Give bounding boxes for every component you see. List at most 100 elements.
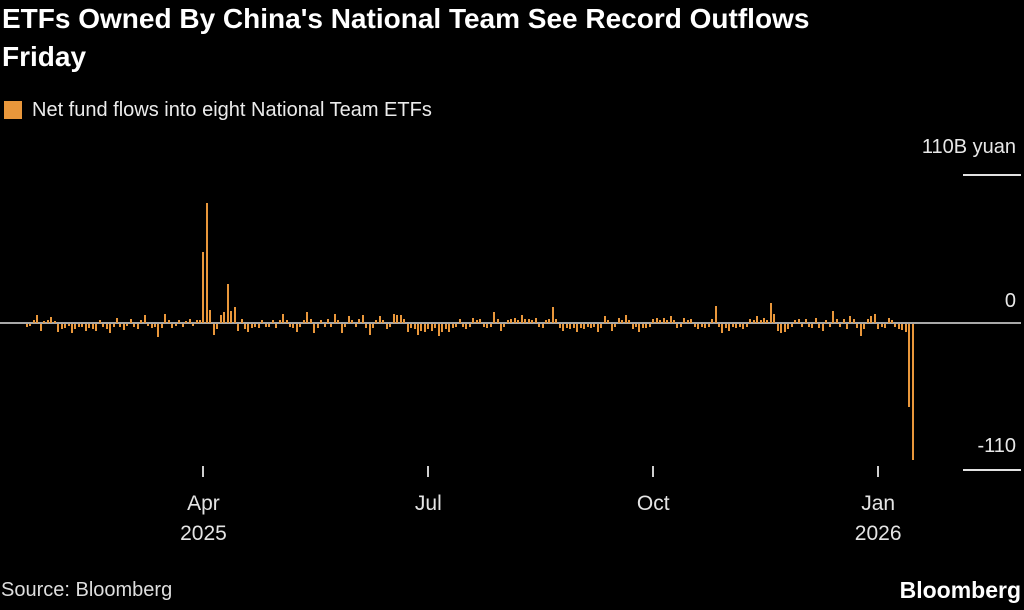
bar (859, 324, 862, 337)
bar (448, 324, 451, 333)
bar (541, 324, 544, 329)
bar (233, 306, 236, 323)
bar (468, 324, 471, 327)
bar (638, 324, 641, 333)
bar (60, 324, 63, 330)
bar (538, 324, 541, 327)
bar (745, 324, 748, 327)
bar (697, 324, 700, 330)
bar (545, 320, 547, 323)
bar (721, 324, 724, 334)
bar (486, 324, 489, 329)
bar (762, 317, 765, 323)
bar (351, 320, 354, 323)
bar (275, 324, 278, 329)
legend-swatch-icon (4, 101, 22, 119)
bar (392, 313, 395, 323)
bar (558, 324, 561, 329)
x-axis-year-label: 2026 (854, 522, 902, 545)
bar (849, 316, 852, 323)
bar (839, 324, 842, 327)
bar (109, 324, 112, 333)
bar (659, 320, 662, 323)
bar (365, 324, 368, 329)
bar (430, 324, 433, 331)
bar (569, 324, 572, 330)
bar (316, 324, 319, 329)
bar (711, 318, 714, 323)
bar (472, 317, 475, 323)
bar (122, 324, 125, 331)
bar (171, 324, 174, 329)
bar (738, 324, 741, 327)
bloomberg-logo: Bloomberg (899, 577, 1021, 603)
x-axis-year-label: 2025 (180, 522, 227, 545)
bar (271, 320, 274, 323)
bar (866, 318, 869, 323)
bar (160, 324, 163, 329)
bar (320, 320, 323, 323)
bar (503, 324, 506, 327)
bar (500, 324, 503, 331)
bar (475, 320, 478, 323)
bar (295, 324, 298, 333)
bar (686, 320, 689, 323)
bar (347, 316, 350, 323)
y-tick-line-bottom (963, 469, 1021, 471)
chart-title: ETFs Owned By China's National Team See … (2, 3, 810, 72)
bar (358, 318, 361, 323)
bar (174, 324, 177, 327)
bar (797, 318, 800, 323)
bar (735, 324, 738, 329)
bar (773, 313, 776, 323)
bar (794, 320, 797, 323)
bar (147, 324, 150, 327)
x-axis-label: Apr (187, 492, 220, 515)
bar (548, 318, 551, 323)
bar (410, 324, 413, 329)
bar (205, 203, 208, 323)
bar (832, 310, 835, 323)
bar (423, 324, 426, 333)
bar (396, 314, 399, 323)
bar (98, 319, 101, 323)
bar (133, 324, 136, 327)
bar (455, 324, 458, 327)
x-tick-mark (877, 466, 880, 477)
bar (666, 320, 669, 323)
bar (894, 324, 897, 328)
bar (752, 320, 755, 323)
bar (330, 324, 333, 328)
bar (413, 324, 416, 330)
bar (679, 324, 682, 327)
bar (43, 320, 46, 323)
bar (821, 324, 824, 331)
bar (603, 316, 606, 323)
bar (340, 324, 343, 334)
bar (254, 324, 257, 327)
bar (199, 320, 201, 323)
bar (247, 324, 250, 333)
bar (126, 324, 129, 327)
bar (74, 324, 77, 329)
bar (634, 324, 637, 327)
source-credit: Source: Bloomberg (1, 579, 173, 601)
bar (583, 324, 586, 330)
bar (219, 314, 222, 323)
bar (185, 320, 188, 323)
bar (354, 324, 357, 327)
bar (150, 324, 153, 329)
bar (801, 324, 804, 327)
bar (662, 317, 665, 323)
bar (278, 319, 281, 323)
y-axis-label-top: 110B yuan (921, 136, 1016, 158)
bar (700, 324, 703, 327)
bar (790, 324, 793, 327)
bar (70, 324, 73, 334)
bar (212, 324, 215, 335)
bar (465, 324, 468, 330)
bar (607, 320, 610, 323)
bar (655, 317, 658, 323)
bar (624, 314, 627, 323)
